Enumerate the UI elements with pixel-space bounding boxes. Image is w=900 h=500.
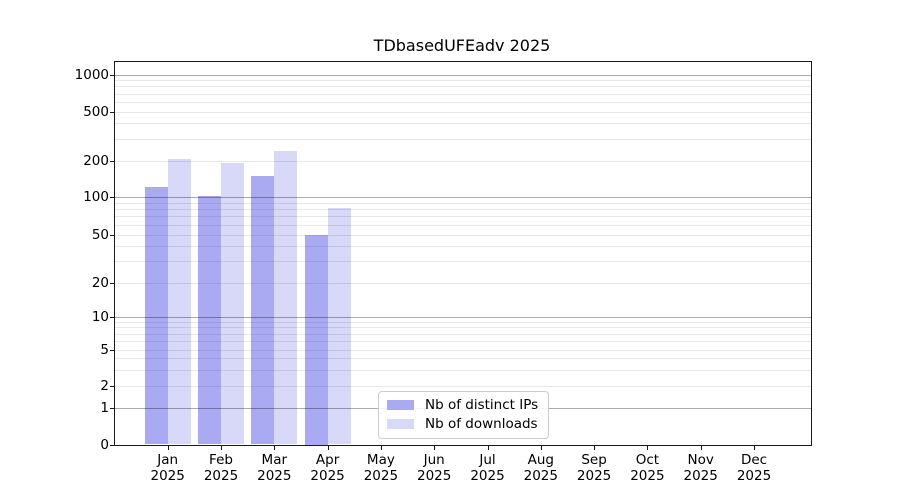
y-tick-200: [110, 160, 115, 162]
y-tick-1: [110, 408, 115, 410]
gridline-400: [115, 123, 811, 125]
y-tick-5: [110, 349, 115, 351]
legend-label-downloads: Nb of downloads: [425, 416, 538, 432]
bar-distinct-ips-feb-2025: [198, 195, 221, 445]
x-tick-mar: [274, 445, 276, 450]
x-tick-may: [380, 445, 382, 450]
x-tick-label-jul: Jul 2025: [470, 452, 505, 484]
y-tick-500: [110, 111, 115, 113]
y-tick-0: [110, 444, 115, 446]
bar-distinct-ips-apr-2025: [304, 234, 328, 445]
plot-area: 1000 500 200 100 50 20 10 5 2 1 0 Jan 2025 Feb 2025 Mar…: [75, 61, 812, 484]
y-tick-label-20: 20: [91, 274, 109, 291]
x-tick-dec: [754, 445, 755, 450]
x-tick-label-nov: Nov 2025: [683, 452, 718, 484]
bar-distinct-ips-mar-2025: [251, 176, 275, 445]
x-tick-label-may: May 2025: [363, 452, 399, 484]
y-tick-20: [110, 282, 115, 284]
bar-downloads-apr-2025: [327, 208, 351, 445]
x-tick-apr: [327, 445, 329, 450]
y-tick-label-1: 1: [100, 400, 109, 417]
gridline-700: [115, 93, 811, 95]
chart-title: TDbasedUFEadv 2025: [373, 36, 551, 55]
gridline-600: [115, 101, 811, 103]
y-tick-label-0: 0: [100, 436, 109, 453]
x-tick-label-jan: Jan 2025: [150, 452, 185, 484]
y-tick-1000: [110, 74, 115, 76]
x-tick-jan: [167, 445, 169, 450]
bar-downloads-jan-2025: [167, 159, 191, 445]
legend-item-distinct-ips: Nb of distinct IPs: [387, 397, 539, 413]
y-tick-label-1000: 1000: [74, 66, 109, 83]
x-tick-nov: [700, 445, 702, 450]
y-tick-50: [110, 234, 115, 236]
legend: Nb of distinct IPs Nb of downloads: [378, 391, 549, 439]
gridline-1000: [115, 74, 811, 76]
x-tick-label-jun: Jun 2025: [417, 452, 452, 484]
legend-item-downloads: Nb of downloads: [387, 416, 539, 432]
legend-swatch-distinct-ips: [387, 400, 414, 410]
x-tick-feb: [221, 445, 222, 450]
gridline-900: [115, 80, 811, 82]
bar-downloads-mar-2025: [274, 151, 298, 445]
x-tick-label-apr: Apr 2025: [310, 452, 345, 484]
legend-swatch-downloads: [387, 419, 414, 429]
gridline-200: [115, 160, 811, 162]
gridline-800: [115, 86, 811, 88]
y-tick-10: [110, 317, 115, 318]
gridline-300: [115, 138, 811, 140]
y-tick-100: [110, 197, 115, 198]
x-tick-label-sep: Sep 2025: [576, 452, 612, 484]
x-tick-label-aug: Aug 2025: [523, 452, 558, 484]
y-tick-label-50: 50: [91, 226, 109, 243]
x-tick-jul: [487, 445, 489, 450]
y-tick-label-2: 2: [100, 378, 109, 394]
x-tick-oct: [647, 445, 649, 450]
x-tick-label-feb: Feb 2025: [203, 452, 239, 484]
x-tick-sep: [594, 445, 596, 450]
gridline-500: [115, 111, 811, 113]
y-tick-label-5: 5: [100, 341, 109, 358]
y-tick-label-100: 100: [83, 189, 109, 205]
x-tick-aug: [540, 445, 542, 450]
bar-downloads-feb-2025: [221, 163, 244, 445]
y-tick-2: [110, 386, 115, 387]
bar-distinct-ips-jan-2025: [144, 186, 168, 445]
y-tick-label-500: 500: [83, 103, 109, 120]
x-tick-label-mar: Mar 2025: [257, 452, 292, 484]
x-tick-jun: [434, 445, 436, 450]
y-tick-label-200: 200: [83, 152, 109, 169]
x-tick-label-oct: Oct 2025: [630, 452, 665, 484]
y-tick-label-10: 10: [91, 309, 109, 325]
legend-label-distinct-ips: Nb of distinct IPs: [425, 397, 539, 413]
x-tick-label-dec: Dec 2025: [736, 452, 772, 484]
